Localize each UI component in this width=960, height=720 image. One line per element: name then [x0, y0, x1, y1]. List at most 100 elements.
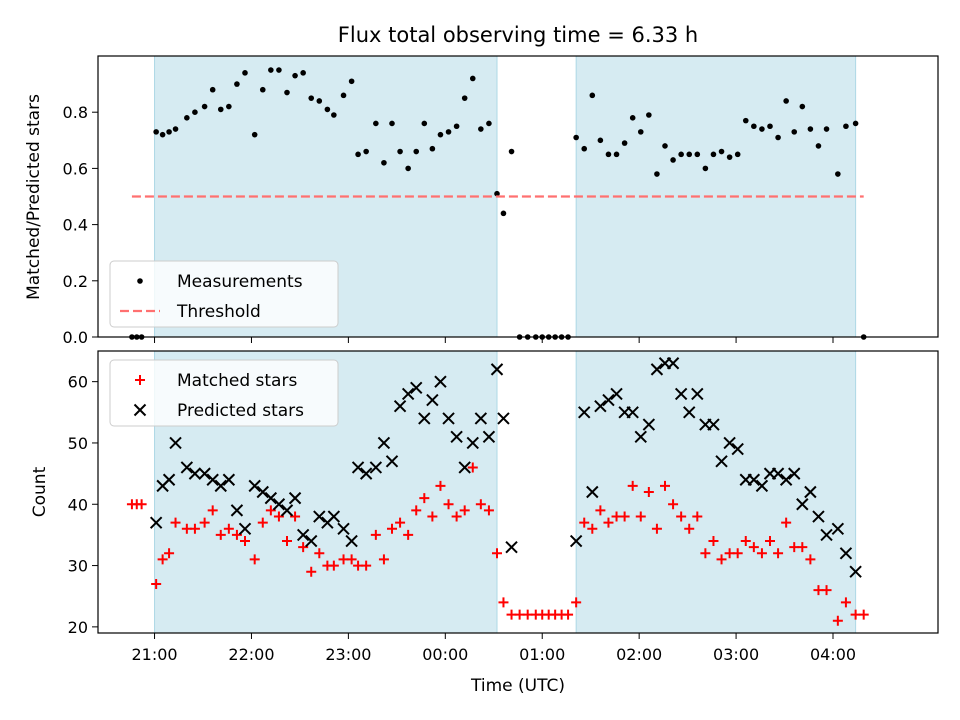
bottom-legend-marker-0	[135, 375, 145, 385]
bottom-x-point-63	[715, 455, 728, 468]
bottom-plus-point-72	[700, 548, 711, 559]
top-dot-point-18	[276, 67, 282, 73]
bottom-x-point-37	[450, 430, 463, 444]
bottom-plus-point-58	[587, 523, 598, 534]
bottom-y-tick-label-4: 60	[68, 373, 88, 392]
bottom-x-point-28	[377, 436, 391, 450]
bottom-plus-point-43	[475, 499, 486, 510]
bottom-plus-point-44	[483, 505, 494, 516]
top-y-tick-label-2: 0.4	[63, 216, 88, 235]
bottom-plus-point-2	[136, 499, 147, 510]
bottom-x-point-77	[831, 522, 845, 535]
bottom-plus-point-88	[832, 615, 843, 626]
top-dot-point-61	[613, 151, 620, 158]
x-tick-label-2: 23:00	[325, 645, 371, 664]
bottom-plus-point-60	[603, 517, 614, 528]
bottom-x-point-8	[214, 479, 227, 493]
bottom-x-point-13	[256, 485, 269, 499]
bottom-plus-point-14	[240, 536, 250, 547]
top-legend: Measurements Threshold	[109, 260, 339, 328]
bottom-plus-point-67	[660, 480, 670, 491]
bottom-x-point-58	[674, 387, 688, 401]
bottom-x-point-4	[180, 461, 194, 474]
bottom-plus-point-71	[692, 511, 703, 522]
bottom-plus-point-36	[419, 493, 430, 504]
bottom-x-point-64	[723, 436, 736, 450]
bottom-series-1	[149, 357, 862, 578]
top-dot-point-85	[807, 126, 814, 132]
top-dot-point-42	[469, 75, 476, 82]
top-dot-point-80	[767, 123, 773, 130]
x-tick-label-3: 00:00	[422, 645, 468, 664]
bottom-x-point-55	[650, 363, 664, 376]
top-dot-point-6	[172, 126, 179, 132]
top-dot-point-74	[718, 148, 725, 155]
bottom-x-point-23	[337, 522, 350, 535]
top-dot-point-35	[413, 148, 420, 155]
top-dot-point-40	[453, 123, 460, 130]
bottom-x-point-49	[602, 393, 615, 407]
top-dot-point-87	[823, 126, 830, 132]
bottom-x-point-35	[434, 375, 447, 388]
bottom-x-point-5	[188, 467, 202, 480]
bottom-x-point-16	[280, 504, 294, 517]
bottom-x-point-25	[351, 461, 365, 474]
bottom-x-point-50	[610, 387, 623, 401]
top-dot-point-4	[159, 131, 166, 138]
bottom-x-point-2	[162, 473, 176, 486]
bottom-plus-point-56	[571, 597, 582, 608]
top-legend-marker-0	[137, 278, 143, 284]
bottom-plus-point-76	[732, 548, 743, 559]
bottom-x-point-24	[345, 534, 358, 548]
chart-title: Flux total observing time = 6.33 h	[338, 23, 698, 47]
top-dot-point-29	[363, 148, 369, 155]
bottom-x-point-17	[288, 491, 302, 505]
bottom-x-point-33	[418, 412, 431, 425]
bottom-x-point-20	[313, 510, 326, 523]
bottom-x-point-30	[393, 399, 407, 413]
bottom-plus-point-10	[207, 505, 218, 516]
top-dot-point-86	[815, 143, 822, 149]
bottom-x-point-15	[272, 498, 286, 511]
bottom-plus-point-63	[627, 480, 638, 491]
bottom-plus-point-85	[805, 554, 816, 565]
top-dot-point-62	[621, 140, 628, 146]
top-dot-point-73	[710, 151, 717, 158]
bottom-plus-point-87	[821, 585, 832, 596]
bottom-x-point-71	[779, 473, 793, 486]
bottom-x-point-72	[788, 467, 801, 480]
top-legend-label-0: Measurements	[177, 272, 303, 292]
top-dot-point-69	[678, 151, 684, 158]
bottom-x-point-0	[149, 516, 163, 529]
top-dot-point-33	[397, 148, 403, 155]
top-dot-point-21	[300, 70, 306, 76]
bottom-y-tick-label-1: 30	[68, 557, 88, 576]
bottom-x-point-73	[796, 498, 809, 511]
bottom-plus-point-40	[451, 511, 462, 522]
bottom-plus-point-70	[684, 523, 695, 534]
bottom-plus-point-82	[781, 517, 792, 528]
top-legend-label-1: Threshold	[176, 302, 261, 322]
top-dot-point-22	[308, 95, 315, 101]
top-dot-point-78	[751, 123, 757, 130]
top-dot-point-7	[184, 115, 190, 121]
top-dot-point-79	[759, 126, 765, 132]
bottom-plus-point-66	[651, 523, 662, 534]
bottom-plus-point-65	[643, 487, 654, 497]
x-tick-label-5: 02:00	[616, 645, 662, 664]
top-dot-point-84	[799, 103, 806, 110]
top-dot-point-64	[637, 129, 644, 135]
top-dot-point-24	[324, 106, 331, 113]
top-dot-point-39	[445, 129, 452, 135]
bottom-y-tick-label-2: 40	[68, 495, 88, 514]
bottom-plus-point-6	[170, 517, 181, 528]
x-tick-label-7: 04:00	[810, 645, 856, 664]
bottom-x-point-70	[771, 467, 785, 480]
bottom-x-point-47	[586, 485, 599, 499]
bottom-legend: Matched stars Predicted stars	[109, 359, 339, 427]
top-dot-point-58	[589, 92, 596, 99]
top-dot-point-57	[581, 145, 588, 152]
bottom-legend-label-1: Predicted stars	[177, 401, 304, 421]
bottom-x-point-46	[578, 406, 591, 419]
